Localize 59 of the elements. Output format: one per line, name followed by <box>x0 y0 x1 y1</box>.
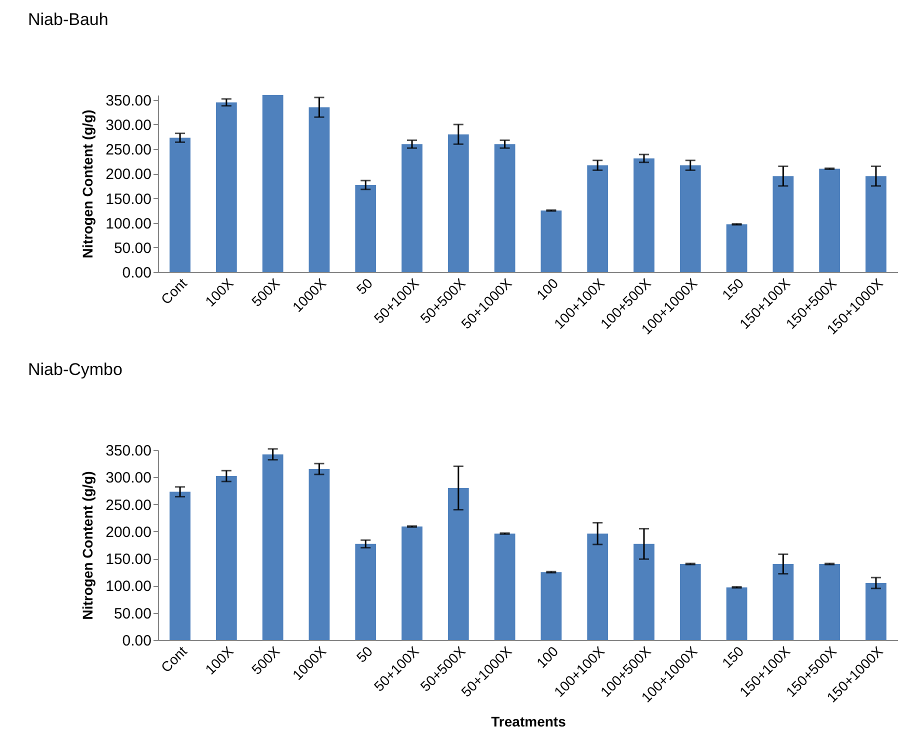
y-tick-label: 50.00 <box>114 240 152 257</box>
bar <box>355 544 376 640</box>
y-tick-label: 50.00 <box>114 605 152 622</box>
bar <box>726 224 748 272</box>
bar <box>494 534 516 640</box>
x-tick-label: 100 <box>533 274 562 303</box>
bar <box>308 469 330 640</box>
y-tick-label: 200.00 <box>106 524 152 541</box>
x-tick-label: 150 <box>718 642 747 671</box>
y-tick-label: 300.00 <box>106 470 152 487</box>
y-tick-label: 250.00 <box>106 142 152 159</box>
y-tick-label: 0.00 <box>122 632 152 650</box>
bar <box>634 544 654 640</box>
x-tick-label: 100 <box>533 642 562 671</box>
chart-title: Niab-Bauh <box>28 10 108 29</box>
bar <box>402 526 422 640</box>
y-tick-label: 200.00 <box>106 166 152 184</box>
y-tick-label: 350.00 <box>106 92 152 110</box>
y-tick-label: 150.00 <box>106 190 152 208</box>
y-axis-title: Nitrogen Content (g/g) <box>80 110 96 258</box>
bar <box>587 165 608 272</box>
y-axis-title: Nitrogen Content (g/g) <box>80 471 96 620</box>
bar <box>216 102 237 272</box>
bar <box>866 176 886 272</box>
bar <box>308 107 330 272</box>
bar <box>772 176 794 272</box>
x-tick-label: 50 <box>353 274 376 298</box>
bar <box>587 534 608 640</box>
bar <box>726 587 748 640</box>
bar <box>355 184 376 272</box>
bar <box>540 572 562 640</box>
bar <box>402 144 422 272</box>
bar <box>772 564 794 640</box>
chart-title: Niab-Cymbo <box>28 360 122 379</box>
x-axis-title: Treatments <box>491 713 566 730</box>
bar <box>494 144 516 272</box>
bar <box>819 564 840 640</box>
bar <box>262 95 284 272</box>
y-tick-label: 0.00 <box>122 264 152 282</box>
bar <box>680 564 701 640</box>
y-tick-label: 350.00 <box>106 442 152 460</box>
bar <box>866 583 886 640</box>
y-tick-label: 300.00 <box>106 117 152 134</box>
bar <box>448 488 469 640</box>
bar <box>634 158 654 272</box>
x-tick-label: 50 <box>353 642 376 666</box>
bar <box>448 134 469 272</box>
x-tick-label: 150 <box>718 274 747 303</box>
bar <box>540 210 562 272</box>
y-tick-label: 150.00 <box>106 551 152 568</box>
y-tick-label: 100.00 <box>106 215 152 232</box>
y-tick-label: 250.00 <box>106 496 152 514</box>
bar <box>680 165 701 272</box>
y-tick-label: 100.00 <box>106 578 152 596</box>
bar <box>262 454 284 640</box>
bar <box>819 168 840 272</box>
bar <box>216 476 237 640</box>
bar <box>170 138 190 272</box>
bar <box>170 492 190 640</box>
